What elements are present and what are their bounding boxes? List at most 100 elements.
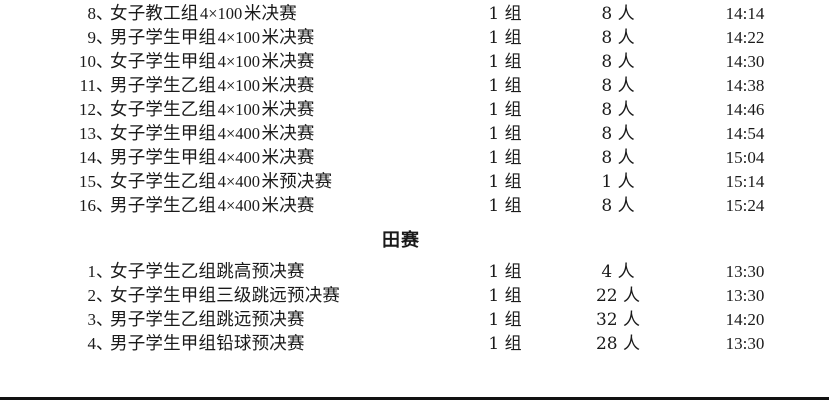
event-participant-count: 8 人 [601,124,635,144]
event-index-separator: 、 [96,124,113,144]
event-participant-count: 8 人 [601,100,635,120]
event-name: 女子学生甲组三级跳远预决赛 [110,284,480,308]
event-name: 女子学生乙组4×400米预决赛 [110,170,480,194]
event-start-time: 14:46 [725,100,765,119]
event-participant-count: 8 人 [601,76,635,96]
event-row: 11、男子学生乙组4×100米决赛 1 组 8 人 14:38 [0,74,829,98]
event-name-suffix: 米决赛 [261,100,315,120]
section-heading-field-events: 田赛 [0,228,829,254]
event-participant-count: 8 人 [601,4,635,24]
event-group-count: 1 组 [488,28,522,48]
event-row: 12、女子学生乙组4×100米决赛 1 组 8 人 14:46 [0,98,829,122]
event-group-count: 1 组 [488,52,522,72]
event-start-time: 13:30 [725,262,765,281]
event-index-separator: 、 [96,310,113,330]
event-row: 13、女子学生甲组4×400米决赛 1 组 8 人 14:54 [0,122,829,146]
event-name-prefix: 女子学生乙组 [110,172,217,192]
event-participant-count: 8 人 [601,52,635,72]
event-row: 10、女子学生甲组4×100米决赛 1 组 8 人 14:30 [0,50,829,74]
event-name-prefix: 男子学生乙组 [110,76,217,96]
event-row: 1、女子学生乙组跳高预决赛 1 组 4 人 13:30 [0,260,829,284]
event-start-time: 15:14 [725,172,765,191]
event-name-distance: 4×400 [217,148,261,167]
event-name-prefix: 男子学生乙组 [110,196,217,216]
event-start-time: 15:04 [725,148,765,167]
event-participant-count: 8 人 [601,196,635,216]
event-start-time: 14:30 [725,52,765,71]
event-name-distance: 4×400 [217,196,261,215]
event-row: 15、女子学生乙组4×400米预决赛 1 组 1 人 15:14 [0,170,829,194]
event-index: 10 [79,52,96,71]
event-name-distance: 4×100 [217,76,261,95]
event-row: 3、男子学生乙组跳远预决赛 1 组 32 人 14:20 [0,308,829,332]
event-name-prefix: 女子学生乙组 [110,100,217,120]
event-start-time: 14:22 [725,28,765,47]
event-index: 13 [79,124,96,143]
event-index: 15 [79,172,96,191]
event-participant-count: 8 人 [601,28,635,48]
event-group-count: 1 组 [488,172,522,192]
event-index: 11 [79,76,96,95]
event-index-separator: 、 [96,4,113,24]
event-name-distance: 4×100 [217,100,261,119]
event-name-distance: 4×400 [217,172,261,191]
event-name-suffix: 米决赛 [261,76,315,96]
event-name-prefix: 男子学生乙组跳远预决赛 [110,310,305,330]
event-name-prefix: 女子学生甲组三级跳远预决赛 [110,286,341,306]
event-name-distance: 4×400 [217,124,261,143]
event-name: 男子学生乙组4×100米决赛 [110,74,480,98]
event-start-time: 14:20 [725,310,765,329]
event-name: 男子学生乙组4×400米决赛 [110,194,480,218]
event-index-separator: 、 [96,334,113,354]
event-row: 9、男子学生甲组4×100米决赛 1 组 8 人 14:22 [0,26,829,50]
event-row: 8、女子教工组4×100米决赛 1 组 8 人 14:14 [0,2,829,26]
event-group-count: 1 组 [488,334,522,354]
event-group-count: 1 组 [488,76,522,96]
event-row: 4、男子学生甲组铅球预决赛 1 组 28 人 13:30 [0,332,829,356]
event-group-count: 1 组 [488,310,522,330]
event-group-count: 1 组 [488,286,522,306]
event-index-separator: 、 [96,52,113,72]
event-name-suffix: 米决赛 [261,124,315,144]
event-participant-count: 1 人 [601,172,635,192]
event-group-count: 1 组 [488,196,522,216]
event-participant-count: 22 人 [595,286,641,306]
event-index: 12 [79,100,96,119]
event-name-suffix: 米决赛 [261,148,315,168]
event-start-time: 15:24 [725,196,765,215]
event-index-separator: 、 [96,148,113,168]
event-name: 男子学生甲组4×100米决赛 [110,26,480,50]
event-participant-count: 8 人 [601,148,635,168]
event-index-separator: 、 [96,28,113,48]
event-start-time: 13:30 [725,286,765,305]
event-name: 男子学生乙组跳远预决赛 [110,308,480,332]
event-start-time: 14:54 [725,124,765,143]
event-name-prefix: 男子学生甲组 [110,28,217,48]
event-index-separator: 、 [96,262,113,282]
event-participant-count: 4 人 [601,262,635,282]
event-name: 女子教工组4×100米决赛 [110,2,480,26]
event-name-suffix: 米预决赛 [261,172,333,192]
event-name-distance: 4×100 [217,52,261,71]
event-name-suffix: 米决赛 [261,196,315,216]
event-name: 女子学生甲组4×100米决赛 [110,50,480,74]
event-name-prefix: 女子学生甲组 [110,124,217,144]
event-index: 1 [87,262,97,281]
event-name-suffix: 米决赛 [243,4,297,24]
event-index: 9 [87,28,97,47]
event-name: 男子学生甲组4×400米决赛 [110,146,480,170]
event-index-separator: 、 [96,100,113,120]
event-name: 女子学生乙组跳高预决赛 [110,260,480,284]
event-group-count: 1 组 [488,124,522,144]
event-index: 2 [87,286,97,305]
section-heading-label: 田赛 [382,230,420,251]
event-index-separator: 、 [96,172,113,192]
event-start-time: 13:30 [725,334,765,353]
event-group-count: 1 组 [488,262,522,282]
event-index: 4 [87,334,97,353]
event-group-count: 1 组 [488,100,522,120]
event-name-prefix: 女子学生乙组跳高预决赛 [110,262,305,282]
event-index: 3 [87,310,97,329]
event-name-prefix: 女子教工组 [110,4,199,24]
